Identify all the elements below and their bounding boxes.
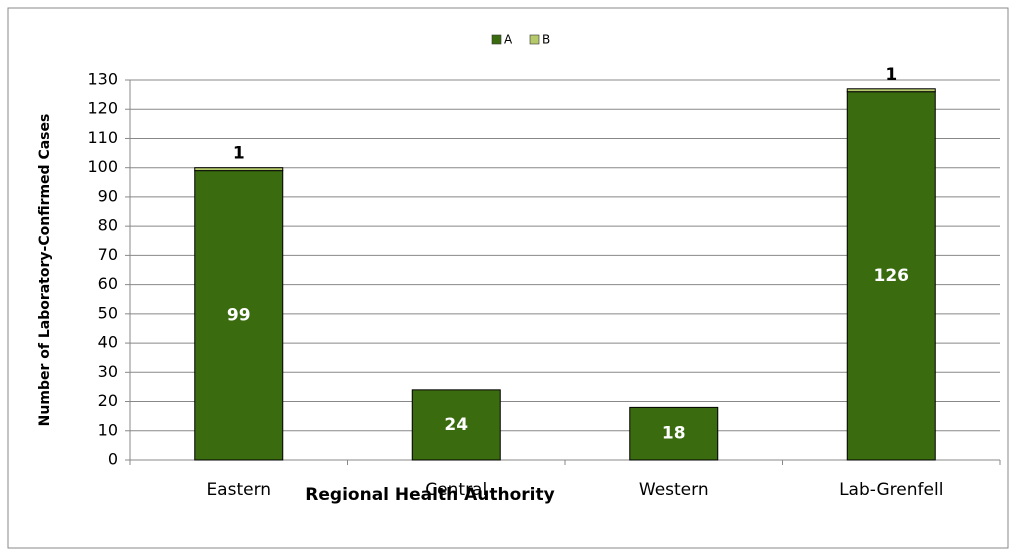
legend-swatch xyxy=(491,34,502,45)
data-label: 126 xyxy=(874,266,910,286)
y-axis-label: Number of Laboratory-Confirmed Cases xyxy=(37,114,53,427)
data-label: 24 xyxy=(444,415,468,435)
y-tick-label: 80 xyxy=(98,216,118,235)
data-label: 99 xyxy=(227,305,251,325)
data-label: 1 xyxy=(885,65,897,85)
bar-segment xyxy=(846,91,936,461)
x-axis-label: Regional Health Authority xyxy=(305,485,554,505)
y-tick-label: 130 xyxy=(87,70,118,89)
y-tick-label: 20 xyxy=(98,391,118,410)
legend-label: A xyxy=(504,33,513,47)
x-tick-label: Eastern xyxy=(206,480,271,500)
y-tick-label: 30 xyxy=(98,362,118,381)
y-tick-label: 90 xyxy=(98,186,118,205)
x-tick-label: Central xyxy=(425,480,487,500)
legend-swatch xyxy=(529,34,540,45)
x-tick-label: Lab-Grenfell xyxy=(839,480,943,500)
y-tick-label: 70 xyxy=(98,245,118,264)
y-tick-label: 100 xyxy=(87,157,118,176)
data-label: 1 xyxy=(233,144,245,164)
bar-segment xyxy=(629,406,719,461)
y-tick-label: 40 xyxy=(98,333,118,352)
chart-border xyxy=(7,7,1009,549)
y-tick-label: 120 xyxy=(87,99,118,118)
y-tick-label: 0 xyxy=(108,450,118,469)
y-tick-label: 60 xyxy=(98,274,118,293)
bar-segment xyxy=(194,167,284,172)
bar-segment xyxy=(846,88,936,93)
y-tick-label: 10 xyxy=(98,420,118,439)
y-tick-label: 110 xyxy=(87,128,118,147)
x-tick-label: Western xyxy=(639,480,709,500)
legend-label: B xyxy=(542,33,550,47)
bar-segment xyxy=(411,389,501,461)
data-label: 18 xyxy=(662,424,686,444)
y-tick-label: 50 xyxy=(98,303,118,322)
